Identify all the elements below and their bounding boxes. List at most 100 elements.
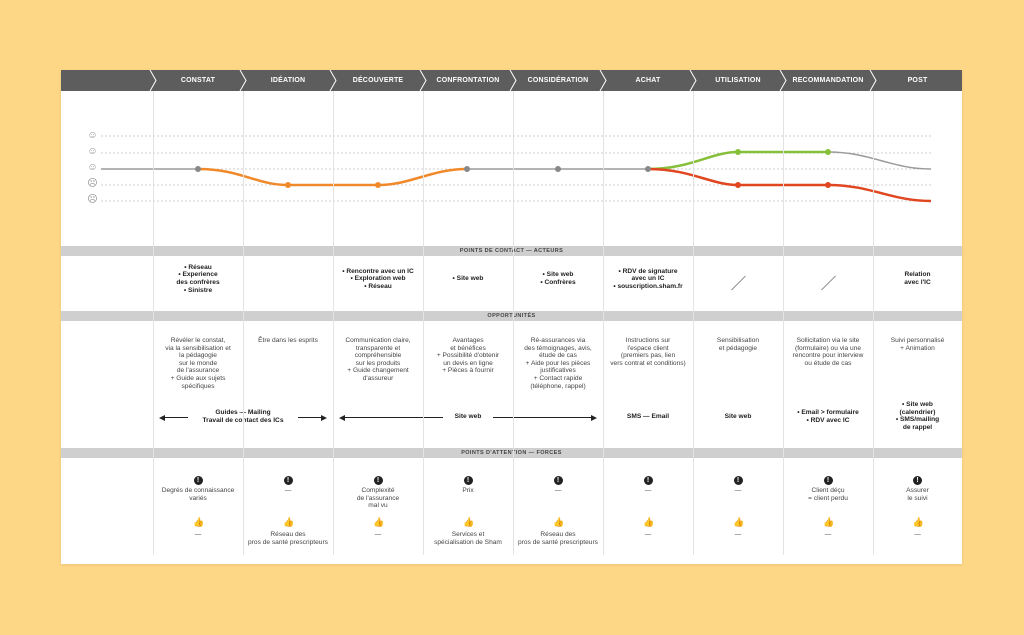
- warning-icon: !: [733, 476, 743, 485]
- very-happy-icon: ☺: [87, 130, 98, 141]
- arrow-left-icon: [159, 414, 165, 421]
- arrow-right-icon: [591, 414, 597, 421]
- force-cell: —: [734, 531, 742, 538]
- attention-cell: Complexité de l'assurance mal vu: [356, 487, 400, 510]
- chevron-icon: [599, 70, 607, 91]
- curve-point: [285, 182, 291, 188]
- chevron-icon: [419, 70, 427, 91]
- column-divider: [333, 91, 334, 555]
- happy-icon: ☺: [87, 146, 98, 157]
- chevron-icon: [779, 70, 787, 91]
- site-web-channel: Site web: [724, 413, 752, 420]
- contact-point-cell: • RDV de signature avec un IC • souscrip…: [613, 267, 683, 290]
- phase-label: CONFRONTATION: [436, 77, 500, 84]
- opportunity-cell: Sollicitation via le site (formulaire) o…: [792, 337, 864, 367]
- warning-icon: !: [823, 476, 833, 485]
- opportunity-cell: Avantages et bénéfices + Possibilité d'o…: [436, 337, 500, 375]
- attention-cell: Prix: [462, 487, 474, 494]
- contact-point-cell: • Rencontre avec un IC • Exploration web…: [342, 267, 414, 290]
- curve-point: [464, 166, 470, 172]
- chevron-icon: [239, 70, 247, 91]
- warning-icon: !: [463, 476, 473, 485]
- site-web-channel: Site web: [443, 413, 493, 421]
- force-cell: —: [824, 531, 832, 538]
- post-positive-segment: [827, 151, 932, 170]
- column-divider: [693, 91, 694, 555]
- opportunity-cell: Communication claire, transparente et co…: [345, 337, 411, 382]
- curve-point: [195, 166, 201, 172]
- phase-label: IDÉATION: [270, 77, 306, 84]
- post-channel: • Site web (calendrier) • SMS/mailing de…: [895, 401, 940, 431]
- thumbs-up-icon: 👍: [373, 517, 385, 527]
- attention-cell: Client déçu = client perdu: [808, 487, 848, 502]
- warning-icon: !: [283, 476, 293, 485]
- thumbs-up-icon: 👍: [193, 517, 205, 527]
- chevron-icon: [689, 70, 697, 91]
- arrow-left-icon: [339, 414, 345, 421]
- journey-map: CONSTAT IDÉATION DÉCOUVERTE CONFRONTATION CO…: [61, 70, 962, 564]
- opportunity-cell: Instructions sur l'espace client (premie…: [610, 337, 686, 367]
- warning-icon: !: [913, 476, 922, 485]
- empty-slash-icon: [731, 275, 746, 291]
- phase-label: UTILISATION: [715, 77, 761, 84]
- force-cell: Services et spécialisation de Sham: [434, 531, 502, 546]
- curve-point: [555, 166, 561, 172]
- force-cell: —: [374, 531, 382, 538]
- force-cell: —: [914, 531, 921, 538]
- warning-icon: !: [193, 476, 203, 485]
- opportunity-cell: Être dans les esprits: [258, 337, 318, 344]
- thumbs-up-icon: 👍: [823, 517, 835, 527]
- arrow-right-icon: [321, 414, 327, 421]
- column-divider: [243, 91, 244, 555]
- thumbs-up-icon: 👍: [283, 517, 295, 527]
- sad-icon: ☹: [87, 178, 98, 189]
- phase-bar: CONSTAT IDÉATION DÉCOUVERTE CONFRONTATION CO…: [61, 70, 962, 91]
- empty-slash-icon: [821, 275, 836, 291]
- contact-point-cell: • Site web: [452, 275, 484, 283]
- opportunity-cell: Ré-assurances via des témoignages, avis,…: [524, 337, 592, 390]
- thumbs-up-icon: 👍: [553, 517, 565, 527]
- column-divider: [603, 91, 604, 555]
- force-cell: Réseau des pros de santé prescripteurs: [518, 531, 598, 546]
- chevron-icon: [509, 70, 517, 91]
- very-sad-icon: ☹: [87, 194, 98, 205]
- force-cell: —: [194, 531, 202, 538]
- warning-icon: !: [643, 476, 653, 485]
- phase-label: DÉCOUVERTE: [352, 77, 404, 84]
- opportunity-cell: Révéler le constat, via la sensibilisati…: [165, 337, 231, 390]
- phase-label: ACHAT: [635, 77, 661, 84]
- attention-cell: —: [284, 487, 292, 494]
- curve-point: [825, 182, 831, 188]
- emotion-curve: [101, 135, 932, 203]
- chevron-icon: [329, 70, 337, 91]
- force-cell: Réseau des pros de santé prescripteurs: [248, 531, 328, 546]
- phase-label: CONSIDÉRATION: [527, 77, 589, 84]
- opportunity-cell: Suivi personnalisé + Animation: [890, 337, 945, 352]
- phase-label: RECOMMANDATION: [792, 77, 864, 84]
- curve-point: [645, 166, 651, 172]
- attention-cell: —: [554, 487, 562, 494]
- warning-icon: !: [373, 476, 383, 485]
- curve-point: [735, 149, 741, 155]
- curve-point: [735, 182, 741, 188]
- contact-point-cell: Relation avec l'IC: [904, 271, 931, 286]
- band-contact: POINTS DE CONTACT — ACTEURS: [61, 246, 962, 256]
- email-form-channel: • Email > formulaire • RDV avec IC: [797, 409, 859, 424]
- curve-point: [825, 149, 831, 155]
- column-divider: [783, 91, 784, 555]
- phase-label: CONSTAT: [180, 77, 216, 84]
- phase-label: POST: [907, 77, 928, 84]
- chevron-icon: [149, 70, 157, 91]
- column-divider: [153, 91, 154, 555]
- thumbs-up-icon: 👍: [463, 517, 475, 527]
- attention-cell: Assurer le suivi: [906, 487, 929, 502]
- column-divider: [873, 91, 874, 555]
- curve-point: [375, 182, 381, 188]
- opportunity-cell: Sensibilisation et pédagogie: [716, 337, 760, 352]
- force-cell: —: [644, 531, 652, 538]
- attention-cell: —: [734, 487, 742, 494]
- contact-point-cell: • Réseau • Experience des confrères • Si…: [176, 263, 220, 294]
- sms-channel: SMS — Email: [626, 413, 670, 420]
- attention-cell: Degrés de connaissance variés: [161, 487, 235, 502]
- thumbs-up-icon: 👍: [643, 517, 655, 527]
